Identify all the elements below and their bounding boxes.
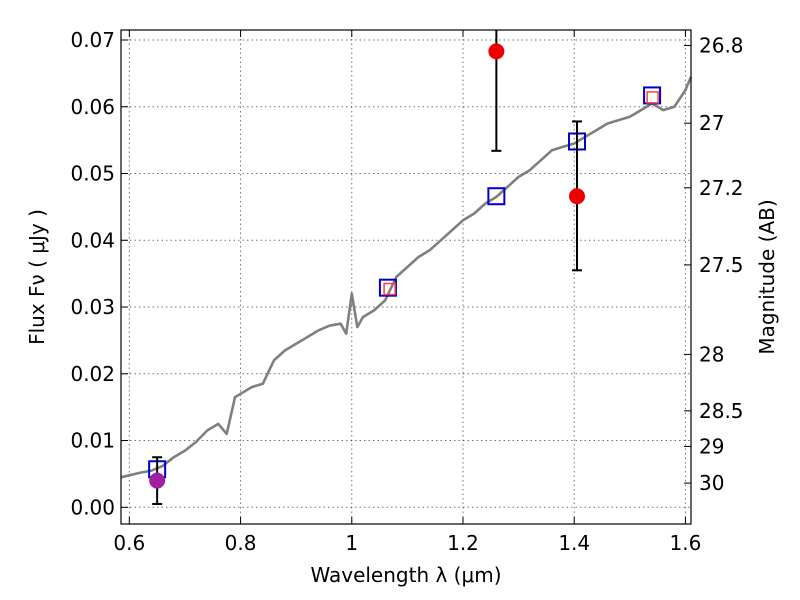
y-tick-label: 0.05 (70, 162, 115, 186)
mag-tick-label: 27 (699, 111, 724, 135)
x-tick-label: 1.2 (447, 531, 479, 555)
x-tick-label: 0.6 (113, 531, 145, 555)
flux-point (569, 188, 585, 205)
y-tick-label: 0.07 (70, 28, 115, 52)
plot-layer (120, 30, 693, 505)
mag-tick-label: 29 (699, 434, 724, 458)
y-tick-label: 0.01 (70, 429, 115, 453)
mag-tick-label: 30 (699, 471, 724, 495)
observed-photometry-marker (383, 282, 396, 296)
y-tick-label: 0.03 (70, 295, 115, 319)
model-photometry-marker (378, 278, 397, 297)
mag-tick-label: 27.5 (699, 253, 744, 277)
x-tick-label: 0.8 (225, 531, 257, 555)
flux-point (488, 43, 505, 60)
y-tick-label: 0.04 (70, 228, 115, 252)
flux-point (149, 472, 166, 489)
observed-photometry-marker (646, 91, 659, 104)
mag-tick-label: 26.8 (699, 33, 744, 57)
x-tick-label: 1.6 (670, 531, 702, 555)
mag-tick-label: 28.5 (699, 399, 744, 423)
grid-layer (121, 30, 691, 524)
x-axis-label: Wavelength λ (μm) (310, 563, 501, 587)
mag-tick-label: 28 (699, 342, 724, 366)
plot-frame (120, 29, 692, 525)
mag-tick-label: 27.2 (699, 176, 744, 200)
y-axis-right-label: Magnitude (AB) (755, 199, 779, 354)
sed-model-line (120, 76, 693, 479)
y-axis-label: Flux Fν ( μJy ) (25, 209, 49, 345)
y-tick-label: 0.06 (70, 95, 115, 119)
tick-layer: 0.6 0.8 1 1.2 1.4 1.6 0.00 0.01 0.02 0.03 0.04 0.05… (70, 28, 743, 555)
model-photometry-marker (487, 187, 506, 206)
x-tick-label: 1 (345, 531, 358, 555)
y-tick-label: 0.00 (70, 495, 115, 519)
x-tick-label: 1.4 (558, 531, 590, 555)
y-tick-label: 0.02 (70, 362, 115, 386)
